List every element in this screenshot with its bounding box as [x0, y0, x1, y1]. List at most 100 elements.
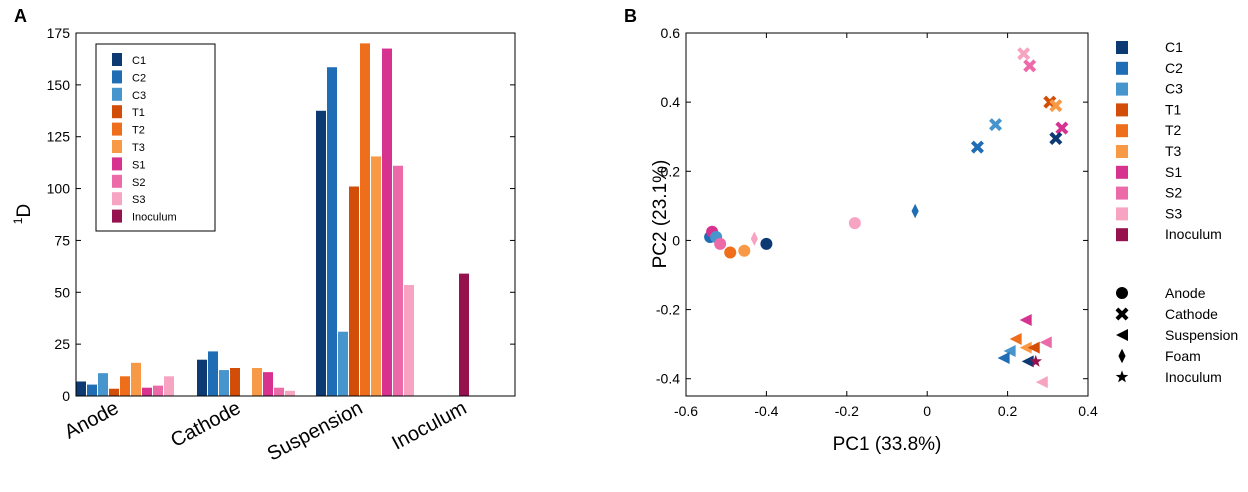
bar-cathode-c2	[208, 351, 218, 396]
panel-b: B -0.6 -0.4 -0.2 0 0.2 0.4 -0.4 -0.2 0 0.2 0.4 0.6…	[624, 6, 1238, 455]
legend-swatch-c3	[1116, 82, 1128, 96]
legend-swatch-s2	[112, 174, 122, 188]
point-t3-circle	[738, 244, 751, 257]
panel-b-y-axis-title: PC2 (23.1%)	[650, 160, 671, 269]
category-label-inoculum: Inoculum	[388, 397, 470, 455]
legend-label-t1: T1	[1165, 101, 1182, 117]
legend-swatch-s3	[112, 192, 122, 206]
legend-swatch-c1	[1116, 41, 1128, 54]
legend-shape-inoculum	[1115, 370, 1129, 383]
point-s3-cross-stroke-b	[1017, 47, 1031, 61]
point-c3-triangle	[1003, 345, 1016, 358]
point-s2-cross	[1023, 59, 1037, 73]
bar-suspension-s1	[382, 48, 392, 397]
point-t3-triangle	[1019, 341, 1032, 354]
y-tick-label: 50	[54, 284, 70, 300]
legend-shape-cathode	[1115, 307, 1129, 321]
point-inoculum-star	[1029, 354, 1043, 367]
legend-swatch-s1	[1116, 165, 1128, 179]
panel-a-y-ticks: 0 25 50 75 100 125 150 175	[47, 25, 515, 404]
point-t3-cross	[1049, 99, 1063, 113]
legend-swatch-c3	[112, 87, 122, 101]
panel-a-y-axis-title: 1D	[11, 204, 35, 224]
x-tick-label: -0.6	[674, 403, 698, 419]
legend-swatch-t1	[1116, 103, 1128, 117]
bar-anode-c1	[76, 381, 86, 396]
point-s1-triangle	[1019, 313, 1032, 326]
bar-cathode-s2	[274, 387, 284, 396]
x-tick-label: 0	[923, 403, 931, 419]
point-c1-cross-stroke-b	[1049, 131, 1063, 145]
legend-label-c3: C3	[1165, 81, 1183, 97]
x-tick-label: -0.2	[835, 403, 859, 419]
panel-b-points	[704, 47, 1069, 389]
legend-label-t3: T3	[132, 142, 145, 154]
legend-swatch-inoculum	[112, 209, 122, 223]
legend-label-c2: C2	[1165, 60, 1183, 76]
legend-shape-foam	[1118, 348, 1126, 364]
legend-swatch-c2	[1116, 61, 1128, 75]
y-axis-main: D	[14, 204, 35, 218]
category-label-anode: Anode	[61, 397, 122, 444]
point-c2-cross-stroke-b	[970, 140, 984, 154]
panel-a-bars	[76, 43, 469, 397]
bar-cathode-c1	[197, 359, 207, 396]
y-tick-label: 175	[47, 25, 71, 41]
x-tick-label: 0.2	[998, 403, 1018, 419]
bar-suspension-s3	[404, 285, 414, 396]
legend-swatch-c2	[112, 70, 122, 84]
bar-anode-s2	[153, 385, 163, 396]
legend-swatch-t1	[112, 105, 122, 119]
bar-anode-t2	[120, 376, 130, 396]
legend-label-inoculum: Inoculum	[1165, 226, 1222, 242]
point-t1-triangle	[1027, 341, 1040, 354]
legend-swatch-t3	[1116, 145, 1128, 158]
y-tick-label: 75	[54, 232, 70, 248]
bar-anode-c3	[98, 373, 108, 396]
y-tick-label: 25	[54, 336, 70, 352]
point-s2-triangle	[1039, 336, 1052, 349]
bar-anode-t1	[109, 388, 119, 396]
bar-anode-s1	[142, 387, 152, 396]
legend-swatch-inoculum	[1116, 228, 1128, 242]
legend-label-s2: S2	[132, 177, 145, 189]
bar-suspension-c2	[327, 67, 337, 397]
category-label-suspension: Suspension	[264, 397, 367, 465]
legend-shape-label-foam: Foam	[1165, 348, 1201, 364]
point-s2-circle	[714, 237, 727, 250]
y-tick-label: 125	[47, 129, 71, 145]
legend-label-c1: C1	[1165, 39, 1183, 55]
bar-cathode-t1	[230, 367, 240, 396]
panel-b-x-ticks: -0.6 -0.4 -0.2 0 0.2 0.4	[674, 33, 1098, 419]
y-tick-label: -0.4	[656, 371, 680, 387]
legend-label-s3: S3	[1165, 205, 1182, 221]
legend-label-t3: T3	[1165, 143, 1182, 159]
panel-b-y-ticks: -0.4 -0.2 0 0.2 0.4 0.6	[656, 25, 1088, 387]
category-label-cathode: Cathode	[167, 397, 244, 452]
bar-cathode-t3	[252, 367, 262, 396]
panel-a-label: A	[14, 6, 27, 26]
legend-label-c3: C3	[132, 90, 146, 102]
y-axis-superscript: 1	[11, 217, 25, 224]
point-c1-circle	[760, 237, 773, 250]
bar-cathode-s3	[285, 390, 295, 396]
point-s3-diamond	[750, 231, 758, 246]
legend-shape-cathode-stroke-b	[1115, 307, 1129, 321]
legend-label-s3: S3	[132, 194, 145, 206]
x-tick-label: 0.4	[1078, 403, 1098, 419]
panel-b-label: B	[624, 6, 637, 26]
bar-suspension-t3	[371, 156, 381, 396]
point-c3-cross	[989, 118, 1003, 132]
point-c2-cross	[970, 140, 984, 154]
bar-suspension-s2	[393, 165, 403, 396]
bar-suspension-c3	[338, 331, 348, 396]
point-t3-cross-stroke-b	[1049, 99, 1063, 113]
panel-a-frame	[75, 32, 516, 397]
y-tick-label: 0.2	[661, 163, 681, 179]
point-s3-circle	[848, 217, 861, 230]
panel-b-frame	[685, 32, 1089, 397]
x-tick-label: -0.4	[754, 403, 778, 419]
point-s3-cross	[1017, 47, 1031, 61]
legend-label-t1: T1	[132, 107, 145, 119]
